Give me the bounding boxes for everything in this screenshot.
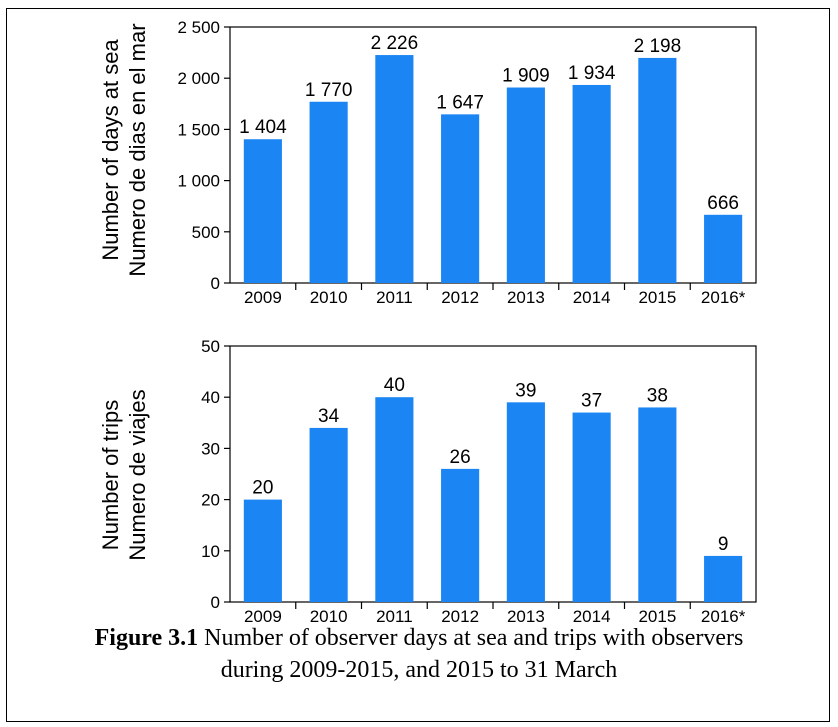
figure-caption: Figure 3.1 Number of observer days at se… [0,622,838,686]
trips-xtick-label: 2016* [701,607,746,626]
days-ytick-label: 2 000 [177,69,220,88]
caption-label: Figure 3.1 [94,625,199,651]
trips-bar [243,499,282,602]
days-value-label: 2 198 [634,36,682,57]
trips-ytick-label: 20 [201,491,220,510]
trips-bars: 20 34 40 26 39 37 38 9 [243,375,743,602]
days-value-label: 1 934 [568,63,616,84]
trips-xtick-label: 2009 [244,607,282,626]
days-bar [243,139,282,283]
days-xtick-label: 2015 [638,288,676,307]
trips-bar [572,412,611,602]
trips-ytick-label: 10 [201,542,220,561]
trips-value-label: 37 [581,391,602,412]
trips-bar [375,397,414,602]
trips-xticks: 2009 2010 2011 2012 2013 2014 2015 2016* [244,602,746,626]
days-ytick-label: 1 000 [177,172,220,191]
days-bar [704,214,743,283]
trips-ytick-label: 0 [211,593,220,612]
days-xticks: 2009 2010 2011 2012 2013 2014 2015 2016* [244,283,746,307]
trips-ytick-label: 50 [201,337,220,356]
days-xtick-label: 2014 [573,288,611,307]
trips-chart: Number of trips Numero de viajes 0 10 20 30… [98,337,757,626]
trips-yticks: 0 10 20 30 40 50 [201,337,230,612]
trips-plot-frame [229,345,757,603]
days-xtick-label: 2009 [244,288,282,307]
trips-bar [638,407,677,602]
trips-xtick-label: 2014 [573,607,611,626]
days-ytick-label: 500 [192,223,220,242]
trips-bar [309,427,348,602]
days-bar [375,55,414,283]
trips-value-label: 34 [318,406,340,427]
days-xtick-label: 2011 [376,288,413,307]
trips-value-label: 38 [647,385,668,406]
days-yticks: 0 500 1 000 1 500 2 000 2 500 [177,18,230,293]
days-plot-frame [229,26,757,284]
days-xtick-label: 2016* [701,288,746,307]
trips-ylabel-line2: Numero de viajes [125,389,150,560]
trips-ylabel-line1: Number of trips [98,400,123,550]
caption-line2: during 2009-2015, and 2015 to 31 March [220,657,618,683]
days-xtick-label: 2012 [441,288,479,307]
trips-ytick-label: 40 [201,388,220,407]
trips-value-label: 39 [515,380,536,401]
days-xtick-label: 2010 [310,288,348,307]
days-bars: 1 404 1 770 2 226 1 647 1 909 1 934 2 198 666 [239,33,743,283]
trips-value-label: 9 [718,534,729,555]
days-ylabel-line1: Number of days at sea [98,39,123,261]
trips-xtick-label: 2010 [310,607,348,626]
trips-bar [441,468,480,602]
trips-ytick-label: 30 [201,439,220,458]
days-value-label: 666 [707,193,739,214]
caption-line1: Number of observer days at sea and trips… [204,625,744,651]
trips-xtick-label: 2015 [638,607,676,626]
days-value-label: 1 770 [305,80,353,101]
trips-bar [506,402,545,602]
days-value-label: 1 404 [239,117,287,138]
trips-xtick-label: 2011 [376,607,413,626]
trips-xtick-label: 2012 [441,607,479,626]
figure-frame [6,8,830,722]
days-bar [506,87,545,283]
days-xtick-label: 2013 [507,288,545,307]
days-value-label: 2 226 [371,33,419,54]
trips-xtick-label: 2013 [507,607,545,626]
trips-value-label: 26 [450,447,471,468]
days-ytick-label: 1 500 [177,120,220,139]
trips-value-label: 40 [384,375,405,396]
days-chart: Number of days at sea Numero de dias en … [98,18,757,307]
days-value-label: 1 909 [502,66,550,87]
days-bar [638,57,677,283]
days-value-label: 1 647 [436,92,484,113]
trips-value-label: 20 [252,478,273,499]
days-bar [572,84,611,283]
days-bar [441,114,480,283]
days-ytick-label: 2 500 [177,18,220,37]
trips-bar [704,555,743,602]
days-bar [309,101,348,283]
days-ytick-label: 0 [211,274,220,293]
days-ylabel-line2: Numero de dias en el mar [125,23,150,276]
